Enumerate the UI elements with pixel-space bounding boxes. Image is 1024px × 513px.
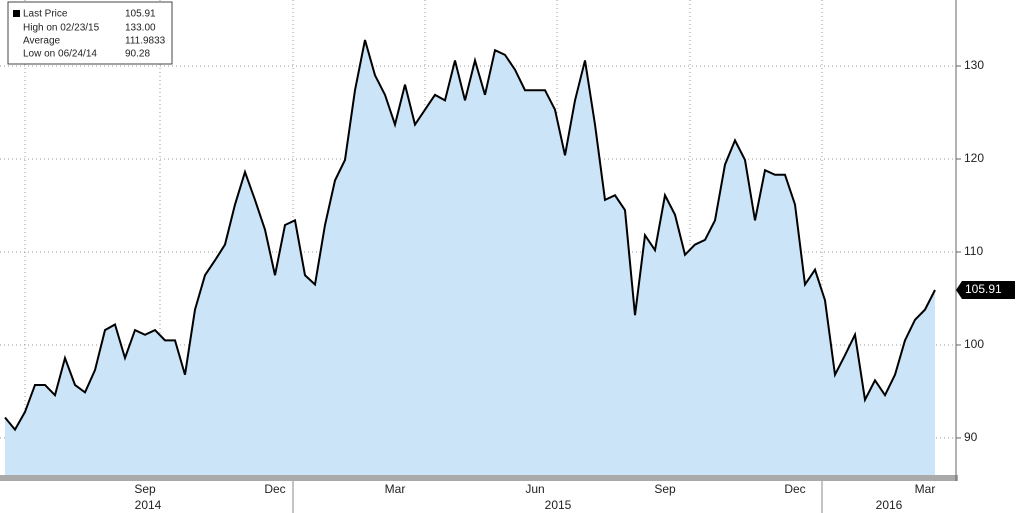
y-tick-label: 130 xyxy=(964,58,984,72)
legend-value: 90.28 xyxy=(125,49,150,60)
year-label: 2015 xyxy=(545,498,572,512)
legend-value: 105.91 xyxy=(125,9,156,20)
area xyxy=(5,39,935,476)
legend-box xyxy=(7,1,173,65)
x-tick-label: Dec xyxy=(264,482,285,496)
x-axis-bar xyxy=(0,475,958,481)
y-tick-label: 100 xyxy=(964,337,984,351)
x-tick-label: Mar xyxy=(915,482,936,496)
legend-label: Average xyxy=(23,36,61,47)
legend: Last Price 105.91 High on 02/23/15 133.0… xyxy=(7,1,173,65)
legend-swatch xyxy=(13,10,20,17)
legend-label: High on 02/23/15 xyxy=(23,23,100,34)
x-tick-label: Jun xyxy=(525,482,544,496)
legend-value: 133.00 xyxy=(125,23,156,34)
y-tick-label: 110 xyxy=(964,244,983,258)
x-tick-label: Dec xyxy=(784,482,805,496)
x-tick-label: Sep xyxy=(134,482,156,496)
y-tick-label: 120 xyxy=(964,151,984,165)
legend-value: 111.9833 xyxy=(125,36,166,47)
price-line xyxy=(4,39,936,432)
year-label: 2016 xyxy=(876,498,903,512)
legend-label: Low on 06/24/14 xyxy=(23,49,97,60)
plot xyxy=(0,39,956,476)
y-tick-label: 90 xyxy=(964,430,978,444)
x-tick-label: Sep xyxy=(654,482,676,496)
legend-label: Last Price xyxy=(23,9,68,20)
year-label: 2014 xyxy=(135,498,162,512)
x-tick-label: Mar xyxy=(385,482,406,496)
last-price-label: 105.91 xyxy=(965,282,1002,296)
last-price-callout xyxy=(956,281,1015,300)
